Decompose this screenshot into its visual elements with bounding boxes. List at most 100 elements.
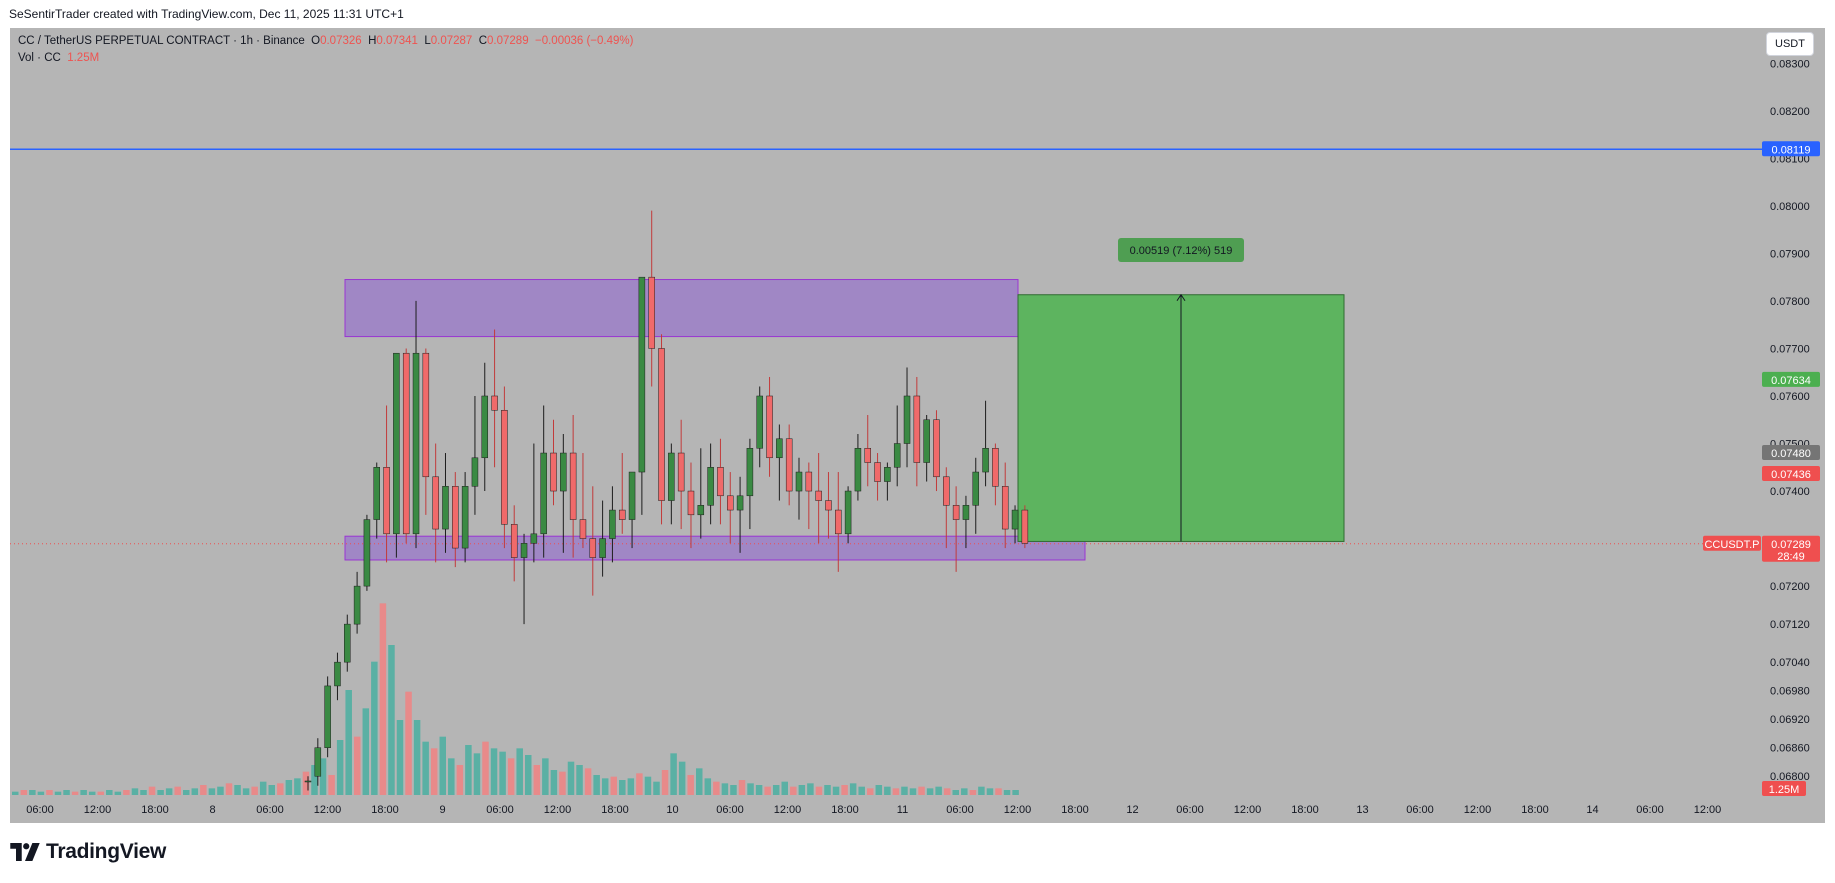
x-tick-label: 14 [1586, 804, 1598, 816]
volume-bar [601, 778, 609, 795]
x-tick-label: 11 [897, 804, 908, 816]
volume-bar [37, 791, 45, 795]
candle-body [727, 495, 734, 511]
candle-body [756, 395, 763, 449]
volume-bar [542, 758, 549, 795]
volume-bar [114, 791, 122, 795]
currency-button[interactable]: USDT [1766, 32, 1814, 56]
measure-arrow-head [1176, 293, 1186, 302]
symbol-tag: CCUSDT.P [1704, 539, 1759, 551]
volume-bar [106, 790, 113, 795]
candle-body [461, 486, 469, 549]
price-label-box [1762, 465, 1820, 481]
candle-body [520, 543, 528, 558]
volume-bar [71, 791, 79, 795]
volume-bar [54, 791, 62, 795]
volume-label-box [1762, 781, 1806, 796]
volume-bar [362, 708, 370, 795]
volume-bar [747, 783, 754, 795]
candle-body [972, 471, 980, 506]
y-tick-label: 0.06800 [1770, 771, 1810, 783]
candle-body [825, 500, 832, 511]
candle-body [432, 476, 439, 530]
volume-bar [63, 790, 70, 795]
volume-bar [824, 785, 831, 795]
volume-axis-label: 1.25M [1769, 784, 1800, 796]
volume-value: 1.25M [67, 52, 100, 64]
ohlc-legend: CC / TetherUS PERPETUAL CONTRACT · 1h · … [18, 35, 634, 47]
volume-bar [858, 786, 865, 795]
candle-body [805, 471, 813, 492]
volume-bar [1012, 790, 1019, 795]
volume-bar [311, 765, 318, 795]
price-label: 0.08119 [1772, 144, 1811, 156]
candle-body [471, 457, 479, 487]
candle-body [363, 519, 371, 587]
tradingview-logo: TradingView [10, 840, 166, 864]
volume-bar [379, 603, 387, 795]
candle-body [422, 352, 430, 478]
x-tick-label: 06:00 [256, 804, 284, 816]
price-label-box [1762, 371, 1820, 387]
volume-bar [901, 786, 908, 795]
close-value: 0.07289 [487, 35, 529, 47]
volume-bar [302, 771, 310, 795]
volume-bar [849, 783, 857, 795]
x-tick-label: 12:00 [1464, 804, 1492, 816]
volume-bar [798, 785, 806, 795]
volume-bar [550, 770, 558, 795]
volume-bar [653, 781, 660, 795]
price-label-box [1762, 141, 1820, 157]
volume-bar [926, 788, 934, 795]
volume-bar [986, 788, 994, 795]
candle-body [913, 395, 921, 463]
price-label-box [1762, 535, 1820, 562]
volume-bar [217, 786, 224, 795]
high-value: 0.07341 [376, 35, 418, 47]
volume-bar [123, 790, 130, 795]
candle-body [589, 538, 597, 558]
volume-bar [268, 785, 275, 795]
open-value: 0.07326 [320, 35, 362, 47]
volume-bar [80, 790, 87, 795]
volume-bar [764, 786, 771, 795]
candle-body [353, 585, 361, 625]
volume-bar [29, 790, 36, 795]
candle-body [579, 519, 587, 539]
y-tick-label: 0.07600 [1770, 391, 1810, 403]
volume-bar [875, 785, 883, 795]
x-tick-label: 18:00 [371, 804, 399, 816]
candle-body [304, 780, 312, 783]
volume-bar [525, 755, 532, 795]
volume-bar [259, 781, 267, 795]
candle-body [609, 509, 616, 539]
candle-body [402, 352, 410, 535]
candle-body [383, 467, 390, 535]
candle-body [1011, 509, 1019, 530]
volume-bar [131, 788, 139, 795]
candle-body [835, 509, 842, 535]
candle-body [540, 452, 547, 535]
candle-body [638, 276, 646, 473]
volume-legend: Vol · CC 1.25M [18, 52, 100, 64]
measure-label-box [1118, 238, 1244, 262]
volume-bar [781, 781, 788, 795]
volume-bar [670, 753, 677, 795]
volume-bar [140, 790, 147, 795]
y-tick-label: 0.06860 [1770, 743, 1810, 755]
candle-body [844, 490, 852, 535]
tradingview-logo-icon [10, 843, 40, 861]
x-tick-label: 06:00 [1406, 804, 1434, 816]
volume-bar [935, 786, 942, 795]
x-tick-label: 06:00 [486, 804, 514, 816]
candle-body [1001, 486, 1009, 530]
candle-body [943, 476, 950, 506]
y-tick-label: 0.07120 [1770, 619, 1810, 631]
volume-bar [46, 790, 53, 795]
volume-bar [661, 770, 669, 795]
candle-body [962, 505, 970, 520]
price-label: 0.07436 [1771, 469, 1811, 481]
y-tick-label: 0.06980 [1770, 686, 1810, 698]
volume-bar [892, 788, 900, 795]
